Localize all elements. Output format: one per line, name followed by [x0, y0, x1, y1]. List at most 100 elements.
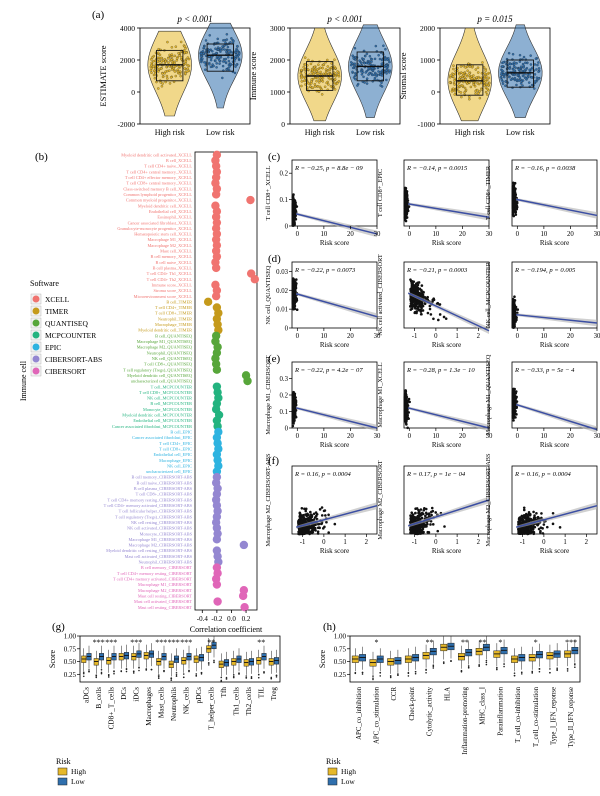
- x-tick-label: 1: [455, 539, 458, 546]
- correlation-dot: [243, 376, 252, 386]
- data-point: [309, 510, 312, 514]
- immune-cell-label: B cell memory_XCELL: [150, 254, 192, 259]
- data-point: [438, 303, 442, 306]
- data-point: [469, 85, 473, 89]
- data-point: [403, 207, 407, 210]
- data-point: [365, 82, 369, 85]
- x-axis-label: Risk score: [432, 239, 461, 247]
- y-axis-label: Macrophage M1_QUANTISEQ: [485, 354, 492, 435]
- x-tick-label: 10: [540, 231, 547, 238]
- data-point: [333, 88, 337, 91]
- data-point: [152, 69, 156, 72]
- data-point: [427, 512, 431, 515]
- data-point: [404, 413, 407, 416]
- x-tick-label: 30: [486, 231, 493, 238]
- data-point: [535, 76, 539, 79]
- data-point: [234, 65, 237, 68]
- data-point: [302, 515, 305, 519]
- data-point: [227, 56, 230, 59]
- data-point: [222, 60, 225, 63]
- data-point: [307, 82, 310, 85]
- data-point: [291, 194, 295, 198]
- immune-cell-label: Stroma score_XCELL: [153, 288, 192, 293]
- data-point: [512, 302, 515, 305]
- data-point: [174, 45, 178, 48]
- data-point: [384, 48, 387, 51]
- correlation-dot: [211, 291, 221, 301]
- y-axis-label: Stromal score: [398, 52, 408, 99]
- data-point: [166, 77, 169, 80]
- data-point: [405, 216, 408, 220]
- data-point: [225, 33, 229, 36]
- correlation-annotation: R = 0.16, p = 0.0004: [294, 471, 351, 478]
- data-point: [409, 517, 413, 520]
- data-point: [418, 517, 422, 521]
- data-point: [199, 52, 203, 55]
- data-point: [299, 71, 303, 75]
- x-tick-label: 0: [322, 539, 326, 546]
- data-point: [463, 91, 466, 94]
- data-point: [321, 76, 325, 80]
- data-point: [316, 532, 320, 535]
- immune-cell-label: uncharacterized cell_QUANTISEQ: [131, 379, 193, 384]
- data-point: [409, 279, 413, 283]
- data-point: [362, 58, 366, 61]
- x-axis-label: Correlation coefficient: [190, 625, 263, 634]
- data-point: [297, 530, 300, 534]
- data-point: [229, 50, 233, 54]
- data-point: [322, 63, 325, 66]
- data-point: [330, 62, 333, 65]
- data-point: [310, 525, 313, 529]
- data-point: [404, 409, 407, 412]
- x-tick-label: 10: [320, 231, 327, 238]
- data-point: [513, 394, 516, 397]
- x-tick-label: 30: [594, 231, 600, 238]
- data-point: [411, 283, 414, 287]
- immune-cell-label: Myeloid dendritic cell_TIMER: [138, 328, 192, 333]
- immune-cell-label: Macrophage M2_CIBERSORT: [138, 588, 192, 593]
- data-point: [160, 60, 163, 63]
- data-point: [405, 194, 408, 198]
- data-point: [168, 82, 172, 85]
- immune-cell-label: Macrophage M2_CIBERSORT-ABS: [129, 543, 193, 548]
- data-point: [169, 76, 173, 79]
- data-point: [501, 65, 504, 68]
- data-point: [150, 61, 153, 65]
- data-point: [221, 76, 224, 80]
- immune-cell-label: T cell CD4+_TIMER: [155, 305, 192, 310]
- x-tick-label: 0: [408, 231, 412, 238]
- x-tick-label: 2: [365, 539, 369, 546]
- data-point: [376, 66, 380, 70]
- data-point: [500, 69, 504, 72]
- data-point: [432, 298, 436, 302]
- data-point: [468, 72, 471, 75]
- data-point: [417, 513, 421, 517]
- immune-cell-label: T cell CD8+_QUANTISEQ: [144, 362, 193, 367]
- data-point: [476, 71, 480, 74]
- data-point: [484, 90, 488, 94]
- data-point: [537, 70, 540, 74]
- data-point: [364, 71, 367, 74]
- data-point: [459, 76, 462, 79]
- immune-cell-label: Mast cell_XCELL: [160, 249, 192, 254]
- immune-cell-label: B cell naive_CIBERSORT-ABS: [137, 480, 193, 485]
- immune-cell-label: Myeloid dendritic cell resting_CIBERSORT…: [106, 548, 192, 553]
- data-point: [319, 66, 322, 70]
- data-point: [461, 72, 465, 75]
- data-point: [530, 76, 533, 79]
- data-point: [473, 77, 476, 80]
- data-point: [410, 307, 414, 310]
- data-point: [421, 523, 425, 527]
- data-point: [518, 53, 522, 57]
- legend-swatch: [32, 319, 40, 327]
- data-point: [226, 45, 230, 49]
- data-point: [297, 519, 301, 522]
- x-tick-label: 20: [347, 231, 354, 238]
- data-point: [184, 60, 188, 63]
- data-point: [204, 64, 207, 67]
- correlation-annotation: R = −0.194, p = 0.005: [514, 267, 576, 274]
- y-axis-label: Macrophage M1_CIBERSORT: [265, 355, 272, 434]
- data-point: [178, 54, 181, 57]
- data-point: [417, 529, 421, 532]
